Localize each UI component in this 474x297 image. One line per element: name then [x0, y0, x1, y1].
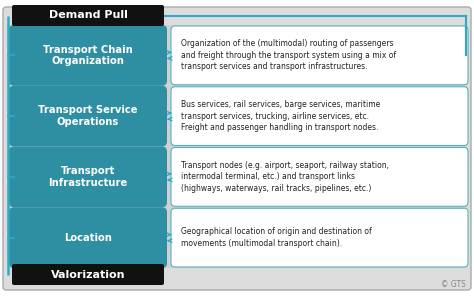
Text: Transport Chain
Organization: Transport Chain Organization	[43, 45, 133, 66]
FancyBboxPatch shape	[12, 264, 164, 285]
FancyBboxPatch shape	[9, 207, 167, 268]
FancyBboxPatch shape	[7, 207, 467, 268]
FancyBboxPatch shape	[9, 25, 167, 86]
FancyBboxPatch shape	[171, 87, 468, 146]
Text: Organization of the (multimodal) routing of passengers
and freight through the t: Organization of the (multimodal) routing…	[181, 40, 396, 71]
FancyBboxPatch shape	[171, 148, 468, 206]
Text: Valorization: Valorization	[51, 269, 125, 279]
FancyBboxPatch shape	[171, 26, 468, 85]
Text: Location: Location	[64, 233, 112, 243]
FancyBboxPatch shape	[9, 146, 167, 207]
FancyBboxPatch shape	[171, 208, 468, 267]
Text: Transport
Infrastructure: Transport Infrastructure	[48, 166, 128, 188]
Text: Transport Service
Operations: Transport Service Operations	[38, 105, 138, 127]
FancyBboxPatch shape	[7, 86, 467, 146]
FancyBboxPatch shape	[9, 86, 167, 146]
Text: Demand Pull: Demand Pull	[48, 10, 128, 20]
Text: Transport nodes (e.g. airport, seaport, railway station,
intermodal terminal, et: Transport nodes (e.g. airport, seaport, …	[181, 161, 389, 193]
FancyBboxPatch shape	[3, 7, 471, 290]
FancyBboxPatch shape	[12, 5, 164, 26]
FancyBboxPatch shape	[7, 146, 467, 207]
Text: Bus services, rail services, barge services, maritime
transport services, trucki: Bus services, rail services, barge servi…	[181, 100, 380, 132]
FancyBboxPatch shape	[7, 25, 467, 86]
Text: © GTS: © GTS	[441, 280, 466, 289]
Text: Geographical location of origin and destination of
movements (multimodal transpo: Geographical location of origin and dest…	[181, 228, 372, 248]
